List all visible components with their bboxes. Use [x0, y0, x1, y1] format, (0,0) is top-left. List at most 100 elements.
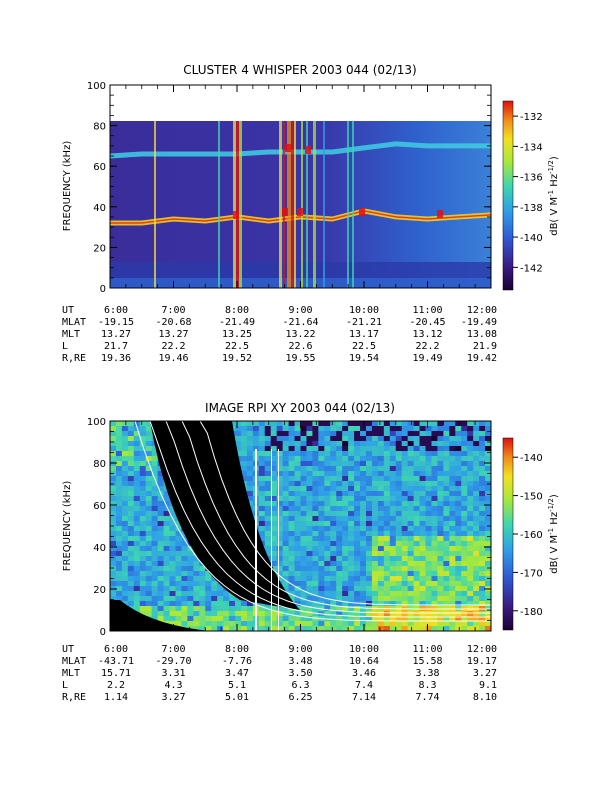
p2-eph-value: 3.31	[161, 668, 185, 679]
p2-cell	[413, 521, 420, 527]
p2-cell	[288, 471, 295, 477]
p2-cell	[133, 556, 141, 562]
p2-cell	[485, 536, 492, 542]
p2-cell	[377, 521, 385, 527]
p2-cell	[371, 576, 379, 582]
p2-cell	[276, 616, 284, 622]
p2-cell	[312, 486, 319, 492]
p2-cell	[348, 571, 355, 577]
p2-cell	[377, 561, 385, 567]
p2-cell	[139, 591, 147, 597]
p2-cell	[425, 456, 432, 462]
p2-cell	[282, 476, 289, 482]
p2-cell	[181, 576, 188, 582]
p2-cell	[270, 446, 278, 452]
p2-cell	[485, 441, 492, 447]
p2-cell	[282, 431, 289, 437]
p2-cell	[306, 626, 313, 632]
p2-cell	[229, 626, 236, 632]
p2-cell	[336, 531, 343, 537]
p2-cell	[461, 476, 468, 482]
p2-cell	[383, 566, 391, 572]
p2-cell	[223, 611, 230, 617]
p2-cell	[395, 616, 403, 622]
p2-cell	[443, 481, 450, 487]
p2-cell	[223, 606, 230, 612]
p2-cell	[360, 501, 367, 507]
p2-cell	[157, 546, 164, 552]
p2-cell	[336, 431, 343, 437]
p2-cell	[246, 601, 254, 607]
p2-cell	[110, 456, 117, 462]
p2-cell	[485, 486, 492, 492]
p2-cell	[413, 451, 420, 457]
p2-cell	[461, 541, 468, 547]
p2-cell	[264, 541, 272, 547]
p2-cell	[145, 476, 153, 482]
p2-cell	[169, 586, 176, 592]
p2-cell	[127, 586, 135, 592]
p2-cell	[157, 481, 164, 487]
p2-cell	[276, 536, 284, 542]
p2-cell	[443, 461, 450, 467]
p1-hotspot	[285, 144, 291, 152]
p2-cell	[187, 576, 194, 582]
p2-cell	[354, 441, 361, 447]
p2-cell	[360, 571, 367, 577]
p2-cell	[318, 626, 325, 632]
p1-hotspot	[437, 210, 443, 218]
p2-cell	[348, 551, 355, 557]
p2-cell	[139, 421, 147, 427]
p2-cell	[270, 491, 278, 497]
p2-cell	[395, 501, 403, 507]
p2-cell	[342, 626, 349, 632]
p2-cell	[342, 441, 349, 447]
p2-cell	[479, 576, 486, 582]
p2-cell	[336, 556, 343, 562]
p1-eph-value: 19.46	[158, 353, 188, 364]
p2-cell	[282, 481, 289, 487]
p2-cell	[127, 431, 135, 437]
p2-cell	[365, 541, 373, 547]
p2-cell	[461, 431, 468, 437]
p2-cell	[437, 556, 444, 562]
p2-cell	[223, 601, 230, 607]
p2-cell	[127, 536, 135, 542]
p2-eph-value: -7.76	[222, 656, 252, 667]
p2-cell	[169, 541, 176, 547]
p2-cell	[348, 596, 355, 602]
p2-cell	[425, 601, 432, 607]
p2-cell	[294, 431, 301, 437]
p2-cell	[294, 531, 301, 537]
p2-cell	[121, 506, 129, 512]
p2-cell	[467, 531, 474, 537]
p2-cell	[413, 546, 420, 552]
p1-eph-value: 13.27	[158, 329, 188, 340]
p2-cell	[419, 621, 426, 627]
p2-cell	[157, 566, 164, 572]
p2-cell	[354, 611, 361, 617]
p2-cell	[389, 476, 397, 482]
p2-cell	[294, 451, 301, 457]
p2-cell	[479, 621, 486, 627]
p2-cell	[288, 556, 295, 562]
p2-cell	[342, 421, 349, 427]
p2-cell	[288, 426, 295, 432]
p2-cell	[121, 466, 129, 472]
p2-cell	[169, 576, 176, 582]
p2-cell	[443, 466, 450, 472]
p2-cell	[455, 431, 462, 437]
p2-cell	[342, 606, 349, 612]
p2-cell	[371, 556, 379, 562]
p2-cell	[342, 546, 349, 552]
p2-cell	[485, 456, 492, 462]
p2-cell	[431, 531, 438, 537]
p2-cell	[217, 626, 224, 632]
p2-cell	[139, 481, 147, 487]
p2-cell	[365, 476, 373, 482]
p2-cell	[348, 506, 355, 512]
p2-cell	[306, 556, 313, 562]
p2-cell	[300, 571, 307, 577]
p2-cell	[354, 511, 361, 517]
